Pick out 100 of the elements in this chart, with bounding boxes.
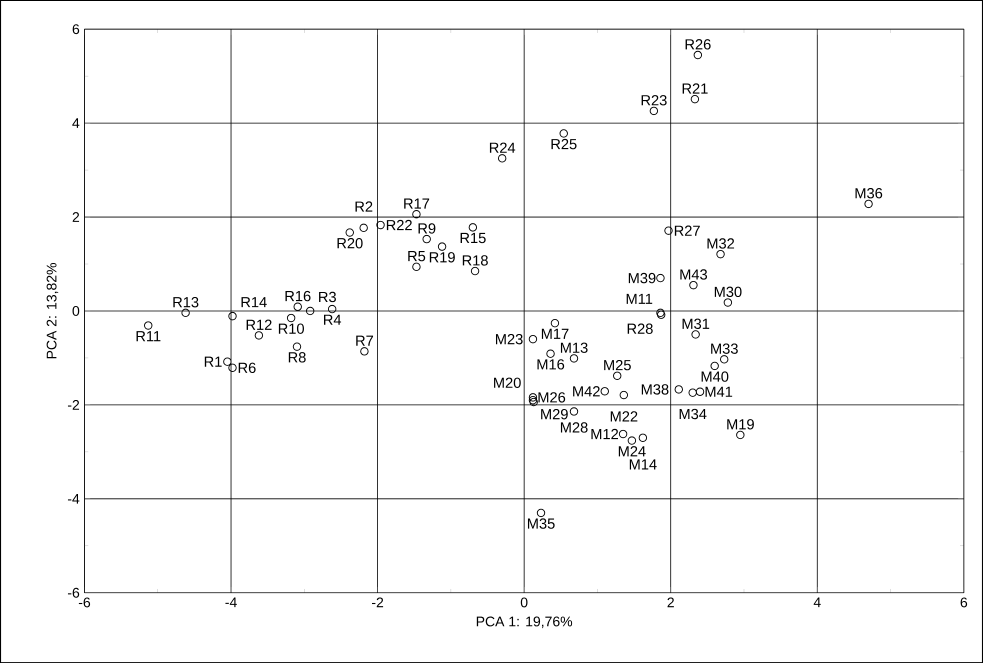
annotation: M43 — [680, 269, 708, 280]
point — [470, 266, 480, 276]
annotation: M32 — [708, 238, 734, 249]
annotation: M38 — [642, 384, 668, 394]
annotation: M34 — [680, 408, 707, 420]
y-tick-label: -6 — [68, 588, 80, 598]
annotation: M26 — [538, 392, 566, 402]
annotation: R7 — [356, 336, 374, 346]
annotation: M16 — [537, 359, 564, 370]
point — [144, 321, 152, 330]
annotation: R16 — [285, 290, 311, 302]
x-tick-label: 2 — [668, 597, 674, 608]
point — [664, 226, 673, 235]
annotation: R6 — [238, 362, 256, 373]
x-tick-label: -4 — [225, 597, 237, 607]
point — [696, 387, 704, 396]
point — [674, 385, 683, 394]
annotation: M20 — [494, 377, 521, 388]
annotation: M36 — [856, 188, 882, 198]
point — [498, 154, 506, 162]
y-tick-label: 6 — [72, 24, 80, 34]
point — [528, 396, 538, 404]
annotation: R14 — [242, 297, 267, 308]
point — [864, 200, 873, 208]
point — [412, 210, 421, 218]
point — [286, 314, 296, 322]
point — [360, 347, 369, 356]
point — [570, 354, 578, 362]
annotation: R8 — [288, 352, 306, 362]
annotation: R18 — [462, 255, 488, 266]
point — [422, 234, 431, 244]
annotation: R12 — [246, 320, 272, 330]
annotation: M35 — [528, 518, 555, 529]
point — [560, 129, 568, 138]
annotation: M14 — [630, 459, 657, 470]
point — [710, 362, 719, 370]
annotation: R26 — [686, 39, 711, 50]
point — [620, 390, 628, 400]
annotation: M11 — [626, 294, 652, 304]
point — [656, 274, 665, 282]
annotation: M41 — [706, 386, 732, 397]
annotation: M25 — [604, 360, 631, 370]
annotation: R28 — [628, 323, 653, 334]
annotation: M31 — [682, 318, 710, 329]
x-axis-title: PCA 1: 19,76% — [476, 616, 572, 628]
point — [689, 280, 698, 290]
annotation: R25 — [551, 138, 577, 150]
annotation: R3 — [319, 292, 336, 302]
point — [536, 508, 546, 518]
annotation: R5 — [408, 250, 426, 262]
annotation: M42 — [573, 386, 600, 396]
point — [528, 334, 538, 344]
point — [720, 355, 728, 364]
point — [694, 50, 702, 60]
point — [528, 393, 538, 402]
point — [546, 349, 555, 358]
point — [618, 430, 628, 438]
annotation: M29 — [541, 408, 568, 420]
point — [181, 308, 190, 317]
point — [656, 308, 665, 317]
x-tick-label: 0 — [520, 597, 528, 608]
x-tick-label: -2 — [372, 597, 384, 608]
point — [412, 262, 421, 271]
point — [690, 94, 700, 104]
annotation: R4 — [324, 314, 342, 325]
point — [254, 331, 264, 340]
y-axis-title: PCA 2: 13,82% — [46, 262, 58, 358]
point — [550, 318, 560, 328]
annotation: M39 — [628, 272, 656, 284]
annotation: R11 — [136, 331, 160, 342]
annotation: R15 — [460, 232, 486, 244]
point — [688, 388, 697, 397]
point — [716, 250, 725, 258]
y-tick-label: -4 — [68, 494, 80, 504]
annotation: R10 — [278, 323, 304, 334]
point — [346, 228, 354, 237]
point — [228, 363, 237, 372]
annotation: R17 — [404, 198, 430, 208]
annotation: R9 — [418, 223, 436, 234]
point — [328, 304, 336, 314]
x-tick-label: 6 — [960, 597, 968, 608]
annotation: R24 — [490, 142, 516, 153]
annotation: M40 — [702, 371, 728, 382]
y-tick-label: 2 — [72, 212, 80, 222]
point — [638, 433, 648, 442]
point — [359, 224, 368, 232]
point — [650, 106, 658, 115]
y-tick-label: 4 — [72, 118, 80, 128]
point — [306, 306, 314, 316]
point — [223, 357, 232, 366]
annotation: R20 — [338, 238, 363, 248]
point — [691, 330, 700, 339]
annotation: M22 — [610, 411, 638, 422]
x-tick-label: 4 — [814, 597, 821, 607]
annotation: R23 — [642, 94, 667, 106]
y-tick-label: 0 — [72, 306, 80, 316]
point — [438, 242, 446, 251]
point — [292, 342, 302, 351]
point — [724, 298, 732, 307]
point — [656, 310, 666, 319]
